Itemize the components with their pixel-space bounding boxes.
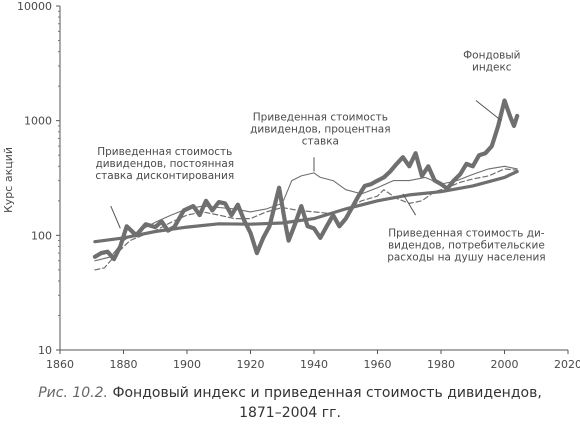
annotation-dividends-consumption: Приведенная стоимость ди-видендов, потре… <box>387 227 545 263</box>
y-tick-label: 100 <box>31 229 52 242</box>
annotation-line: Фондовый <box>463 49 520 61</box>
annotation-index: Фондовый индекс <box>463 49 520 73</box>
annotation-dividends-interest: Приведенная стоимость дивидендов, процент… <box>250 112 390 148</box>
x-tick-label: 1860 <box>46 358 74 371</box>
annotation-line: ставка <box>302 136 339 148</box>
annotation-leader <box>475 100 502 122</box>
figure-caption-line2: 1871–2004 гг. <box>0 404 580 422</box>
annotation-dividends-constant: Приведенная стоимость дивидендов, постоян… <box>95 146 234 182</box>
y-axis-label: Курс акций <box>2 147 15 213</box>
x-tick-label: 1960 <box>364 358 392 371</box>
figure-caption: Рис. 10.2. Фондовый индекс и приведенная… <box>0 384 580 402</box>
figure-title-line2: 1871–2004 гг. <box>239 405 341 421</box>
y-tick-label: 10 <box>38 344 52 357</box>
annotation-line: расходы на душу населения <box>387 251 545 263</box>
annotation-line: Приведенная стоимость ди- <box>388 227 545 239</box>
annotation-leader <box>402 193 417 216</box>
annotation-line: видендов, потребительские <box>388 239 545 251</box>
x-tick-label: 1980 <box>427 358 455 371</box>
series-line-thick <box>92 98 520 262</box>
annotation-leader <box>110 205 121 229</box>
annotation-line: ставка дисконтирования <box>95 170 234 182</box>
x-tick-label: 1880 <box>110 358 138 371</box>
x-tick-label: 1920 <box>237 358 265 371</box>
figure-label: Рис. 10.2. <box>38 385 108 401</box>
x-tick-label: 1900 <box>173 358 201 371</box>
y-tick-label: 10000 <box>17 0 52 13</box>
annotation-line: дивидендов, процентная <box>250 124 390 136</box>
x-tick-label: 2000 <box>491 358 519 371</box>
figure-title-line1: Фондовый индекс и приведенная стоимость … <box>112 385 542 401</box>
x-tick-label: 2020 <box>554 358 580 371</box>
annotation-line: индекс <box>472 61 512 73</box>
tick-labels: 1860 1880 1900 1920 1940 1960 1980 2000 2020 10 10… <box>17 0 580 371</box>
x-tick-label: 1940 <box>300 358 328 371</box>
annotation-line: дивидендов, постоянная <box>95 158 234 170</box>
annotation-line: Приведенная стоимость <box>97 146 232 158</box>
series-lines <box>92 98 520 271</box>
y-tick-label: 1000 <box>24 115 52 128</box>
annotation-line: Приведенная стоимость <box>253 112 388 124</box>
